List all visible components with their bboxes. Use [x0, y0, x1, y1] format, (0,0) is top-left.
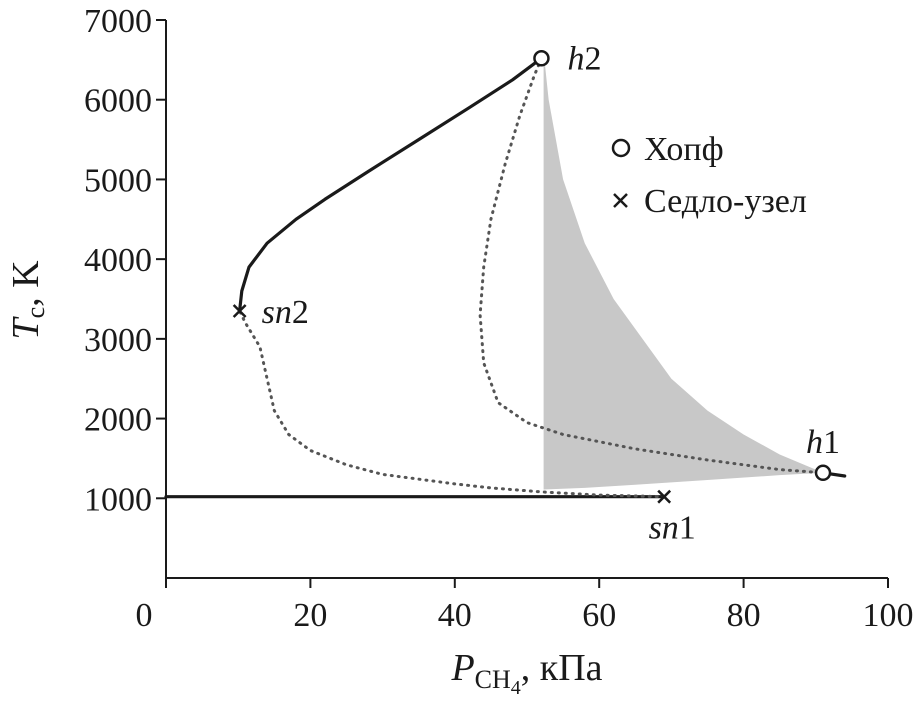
hopf-point-h2 [533, 50, 550, 67]
marker-layer [232, 50, 832, 504]
series-line-2-solid [238, 56, 543, 313]
x-axis-label-subsub: 4 [511, 677, 521, 699]
axes [165, 20, 888, 579]
y-axis-label-unit: , K [5, 260, 47, 307]
x-axis-label-main: P [450, 647, 474, 689]
y-tick-label-6000: 6000 [84, 83, 152, 120]
x-tick-label-100: 100 [863, 597, 914, 634]
x-tick-label-40: 40 [438, 597, 472, 634]
x-axis-label: PCH4, кПа [450, 647, 602, 699]
y-axis-label-main: T [5, 316, 47, 340]
legend-hopf-label: Хопф [644, 131, 724, 168]
series-layer [164, 56, 847, 499]
y-tick-label-5000: 5000 [84, 162, 152, 199]
annotation-sn2: sn2 [262, 294, 309, 331]
y-tick-label-3000: 3000 [84, 322, 152, 359]
series-line-3-dotted [478, 56, 825, 475]
saddle-node-point-sn2 [232, 304, 247, 318]
x-tick-label-80: 80 [727, 597, 761, 634]
shaded-region [543, 51, 824, 490]
saddle-node-point-sn1 [657, 489, 672, 504]
legend: Хопф Седло-узел [611, 131, 807, 220]
legend-hopf-marker [611, 138, 631, 158]
x-axis-label-sub: CH [475, 665, 511, 694]
shaded-region-layer [543, 51, 824, 490]
x-axis-label-unit: , кПа [521, 647, 603, 689]
annotation-layer: h2 h1 sn2 sn1 [262, 40, 840, 546]
legend-saddle-node-label: Седло-узел [644, 183, 807, 220]
hopf-point-h1 [814, 464, 832, 482]
y-tick-label-7000: 7000 [84, 3, 152, 40]
legend-saddle-node-marker [613, 193, 628, 208]
y-tick-label-1000: 1000 [84, 481, 152, 518]
annotation-sn1: sn1 [649, 510, 696, 547]
y-tick-label-4000: 4000 [84, 242, 152, 279]
x-tick-label-20: 20 [293, 597, 327, 634]
annotation-h2: h2 [567, 40, 601, 77]
y-axis-label-sub: c [21, 307, 50, 319]
x-tick-label-0: 0 [136, 597, 153, 634]
y-axis-label: Tc, K [5, 260, 50, 340]
tick-layer: 1000 2000 3000 4000 5000 6000 7000 0 20 40 60 80 100 [84, 3, 914, 634]
x-tick-label-60: 60 [582, 597, 616, 634]
annotation-h1: h1 [806, 424, 840, 461]
y-tick-label-2000: 2000 [84, 402, 152, 439]
